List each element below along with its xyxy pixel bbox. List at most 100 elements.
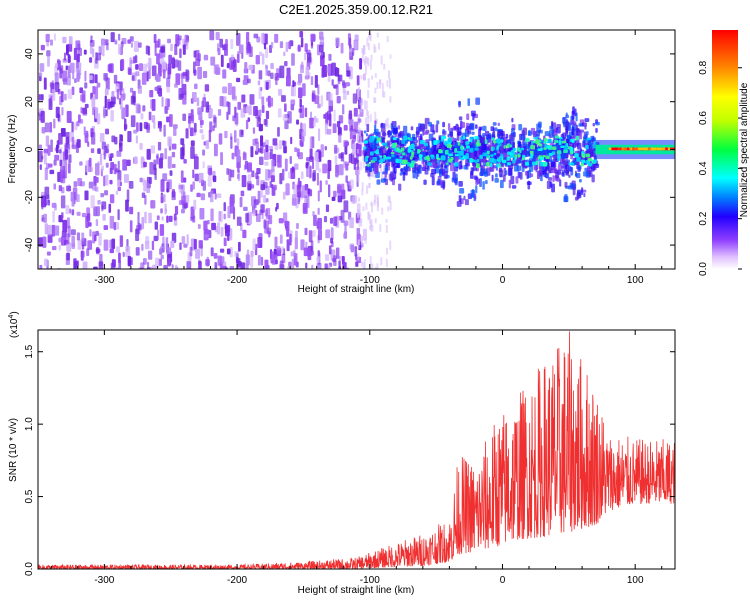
spectrogram-cell [317, 217, 322, 230]
spectrogram-cell [554, 139, 559, 144]
spectrogram-cell [532, 140, 536, 144]
spectrogram-cell [568, 174, 571, 178]
spectrogram-cell [156, 229, 160, 241]
spectrogram-cell [524, 171, 529, 176]
spectrogram-cell [183, 159, 187, 164]
spectrogram-cell [327, 184, 331, 198]
spectrogram-cell [203, 220, 208, 231]
spectrogram-cell [252, 127, 256, 134]
spectrogram-cell [302, 202, 308, 214]
spectrogram-cell [181, 83, 187, 96]
spectrogram-cell [74, 78, 77, 83]
spectrogram-cell [399, 156, 403, 159]
spectrogram-cell [52, 210, 55, 223]
spectrogram-cell [328, 93, 333, 106]
spectrogram-cell [471, 159, 475, 163]
spectrogram-cell [90, 195, 95, 209]
spectrogram-cell [492, 131, 496, 139]
spectrogram-cell [325, 204, 330, 213]
spectrogram-cell [205, 101, 210, 113]
spectrogram-cell [104, 95, 107, 109]
spectrogram-cell [484, 130, 490, 137]
spectrogram-x-label: Height of straight line (km) [298, 284, 415, 295]
spectrogram-cell [392, 163, 395, 173]
spectrogram-cell [128, 68, 132, 76]
spectrogram-cell [78, 114, 81, 123]
x-tick-label: 0 [500, 275, 506, 286]
spectrogram-cell [319, 180, 322, 193]
spectrogram-cell [471, 152, 475, 159]
spectrogram-cell [128, 267, 131, 269]
spectrogram-cell [401, 152, 406, 156]
spectrogram-cell [250, 250, 254, 257]
spectrogram-cell [558, 140, 562, 145]
spectrogram-cell [265, 81, 269, 90]
spectrogram-cell [507, 162, 511, 166]
spectrogram-cell [418, 154, 423, 157]
spectrogram-cell [479, 154, 483, 160]
spectrogram-cell [324, 263, 328, 269]
colorbar-ticks: 0.0 0.2 0.4 0.6 0.8 [698, 60, 742, 276]
spectrogram-cell [190, 206, 195, 219]
spectrogram-cell [239, 196, 243, 208]
spectrogram-cell [621, 147, 628, 151]
spectrogram-cell [471, 131, 475, 135]
spectrogram-cell [215, 32, 220, 40]
spectrogram-cell [144, 211, 147, 224]
spectrogram-cell [458, 116, 463, 121]
spectrogram-cell [438, 149, 442, 154]
spectrogram-cell [368, 143, 371, 149]
spectrogram-cell [285, 221, 290, 232]
spectrogram-cell [370, 151, 374, 156]
spectrogram-cell [97, 199, 101, 205]
spectrogram-cell [492, 122, 497, 126]
spectrogram-cell [135, 135, 138, 144]
spectrogram-cell [464, 199, 469, 206]
spectrogram-cell [154, 221, 158, 230]
spectrogram-cell [366, 123, 370, 133]
spectrogram-cell [349, 127, 352, 140]
spectrogram-cell [458, 180, 463, 187]
spectrogram-cell [482, 152, 488, 157]
spectrogram-cell [433, 142, 437, 152]
spectrogram-cell [241, 52, 244, 59]
spectrogram-cell [234, 251, 239, 257]
spectrogram-cell [98, 46, 102, 55]
spectrogram-cell [304, 227, 308, 236]
spectrogram-cell [376, 179, 381, 185]
spectrogram-cell [179, 48, 182, 59]
spectrogram-cell [306, 161, 310, 166]
x-tick-label: -100 [360, 275, 380, 286]
spectrogram-cell [163, 124, 166, 137]
spectrogram-cell [355, 254, 358, 261]
spectrogram-cell [270, 149, 273, 160]
spectrogram-cell [96, 52, 102, 61]
spectrogram-cell [141, 217, 145, 230]
spectrogram-cell [260, 135, 264, 146]
spectrogram-cell [211, 222, 216, 231]
spectrogram-cell [519, 171, 523, 180]
spectrogram-cell [117, 209, 120, 221]
spectrogram-cell [117, 43, 122, 55]
spectrogram-cell [185, 128, 189, 139]
spectrogram-cell [646, 147, 651, 151]
spectrogram-cell [469, 122, 475, 131]
spectrogram-cell [380, 161, 383, 165]
spectrogram-cell [247, 162, 253, 172]
spectrogram-cell [423, 179, 427, 185]
spectrogram-cell [240, 190, 245, 197]
spectrogram-cell [125, 199, 129, 212]
spectrogram-cell [299, 30, 304, 38]
spectrogram-cell [241, 94, 246, 103]
spectrogram-cell [167, 136, 172, 147]
spectrogram-cell [451, 140, 457, 145]
spectrogram-cell [277, 154, 282, 168]
spectrogram-cell [496, 138, 501, 144]
spectrogram-cell [325, 180, 328, 185]
spectrogram-cell [307, 188, 310, 195]
spectrogram-cell [338, 134, 342, 143]
spectrogram-cell [47, 199, 51, 206]
spectrogram-cell [243, 206, 248, 211]
spectrogram-cell [361, 99, 364, 105]
